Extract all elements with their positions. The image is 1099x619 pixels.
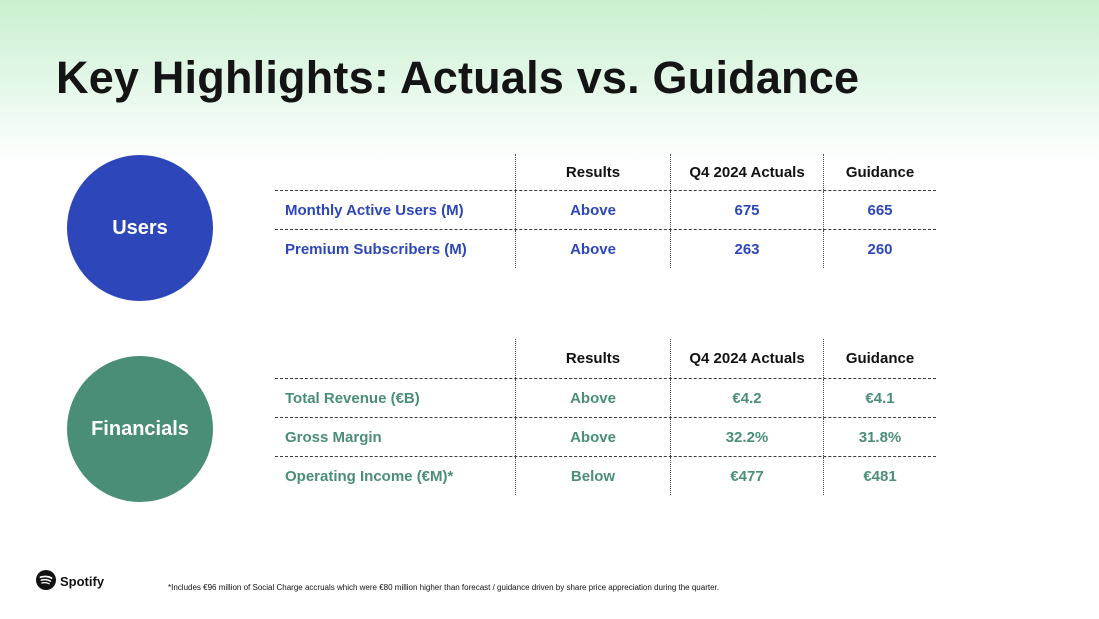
row-result: Above xyxy=(515,230,670,268)
table-row: Premium Subscribers (M) Above 263 260 xyxy=(275,229,936,268)
page-title: Key Highlights: Actuals vs. Guidance xyxy=(56,52,860,103)
users-circle-label: Users xyxy=(112,216,168,239)
row-guidance: €4.1 xyxy=(823,379,936,417)
row-label: Total Revenue (€B) xyxy=(285,389,420,407)
financials-table-header: Results Q4 2024 Actuals Guidance xyxy=(275,339,936,378)
row-guidance: 31.8% xyxy=(823,418,936,456)
row-label: Monthly Active Users (M) xyxy=(285,201,464,219)
table-row: Monthly Active Users (M) Above 675 665 xyxy=(275,190,936,229)
row-result: Above xyxy=(515,191,670,229)
row-result: Above xyxy=(515,418,670,456)
header-empty xyxy=(275,339,515,378)
row-guidance: €481 xyxy=(823,457,936,495)
financials-circle: Financials xyxy=(67,356,213,502)
row-guidance: 260 xyxy=(823,230,936,268)
row-label: Operating Income (€M)* xyxy=(285,467,454,485)
row-actual: 32.2% xyxy=(670,418,823,456)
spotify-logo-icon xyxy=(36,570,60,593)
table-row: Total Revenue (€B) Above €4.2 €4.1 xyxy=(275,378,936,417)
financials-table: Results Q4 2024 Actuals Guidance Total R… xyxy=(275,339,936,495)
footnote: *Includes €96 million of Social Charge a… xyxy=(168,583,719,592)
header-actuals: Q4 2024 Actuals xyxy=(670,154,823,190)
row-result: Below xyxy=(515,457,670,495)
table-row: Gross Margin Above 32.2% 31.8% xyxy=(275,417,936,456)
header-results: Results xyxy=(515,339,670,378)
header-empty xyxy=(275,154,515,190)
users-table: Results Q4 2024 Actuals Guidance Monthly… xyxy=(275,154,936,268)
spotify-logo-text: Spotify xyxy=(60,574,105,589)
row-guidance: 665 xyxy=(823,191,936,229)
spotify-logo: Spotify xyxy=(36,570,104,593)
row-actual: 263 xyxy=(670,230,823,268)
row-actual: 675 xyxy=(670,191,823,229)
users-circle: Users xyxy=(67,155,213,301)
financials-circle-label: Financials xyxy=(91,417,189,440)
header-guidance: Guidance xyxy=(823,339,936,378)
row-result: Above xyxy=(515,379,670,417)
row-actual: €4.2 xyxy=(670,379,823,417)
row-label: Premium Subscribers (M) xyxy=(285,240,467,258)
header-results: Results xyxy=(515,154,670,190)
table-row: Operating Income (€M)* Below €477 €481 xyxy=(275,456,936,495)
header-actuals: Q4 2024 Actuals xyxy=(670,339,823,378)
users-table-header: Results Q4 2024 Actuals Guidance xyxy=(275,154,936,190)
header-guidance: Guidance xyxy=(823,154,936,190)
row-actual: €477 xyxy=(670,457,823,495)
row-label: Gross Margin xyxy=(285,428,382,446)
